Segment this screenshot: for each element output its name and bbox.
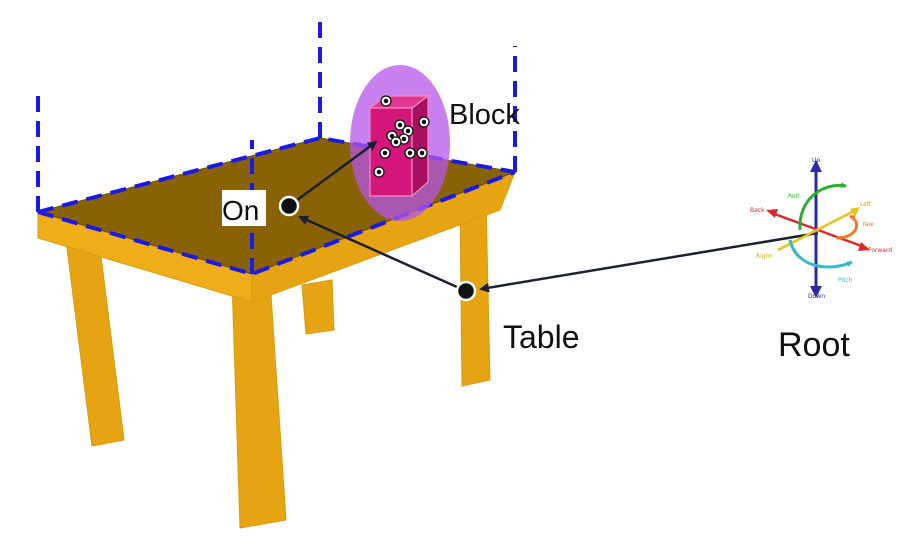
arrow-on-to-block <box>288 140 378 208</box>
gizmo-pitch-label: Pitch <box>838 277 853 284</box>
block <box>350 65 450 221</box>
on-label: On <box>222 195 259 226</box>
gizmo-back-label: Back <box>750 207 765 214</box>
gizmo-right-label: Right <box>756 253 772 260</box>
table <box>36 137 517 529</box>
root-label: Root <box>778 326 850 364</box>
gizmo-roll-label: Roll <box>788 193 799 200</box>
arrow-root-to-table <box>479 231 819 293</box>
arrow-table-to-on <box>298 215 467 293</box>
gizmo-up-label: Up <box>812 157 820 164</box>
table-leg-front <box>231 279 287 529</box>
table-label: Table <box>503 319 580 355</box>
roll-arc <box>798 182 847 231</box>
gizmo-forward-label: Forward <box>868 247 892 254</box>
block-label: Block <box>449 99 520 131</box>
yaw-arc <box>835 214 859 240</box>
block-sample-points <box>373 95 430 178</box>
table-leg-back-middle <box>301 279 335 335</box>
pitch-arc <box>788 239 853 269</box>
root-orientation-gizmo: Up Down Roll Back Left Yaw Forward Right… <box>750 157 892 300</box>
relation-arrows <box>288 140 819 293</box>
table-leg-left <box>65 239 125 447</box>
on-node <box>222 190 300 226</box>
gizmo-yaw-label: Yaw <box>861 221 874 228</box>
gizmo-down-label: Down <box>808 293 825 300</box>
table-node <box>455 280 477 302</box>
gizmo-left-label: Left <box>860 201 872 208</box>
